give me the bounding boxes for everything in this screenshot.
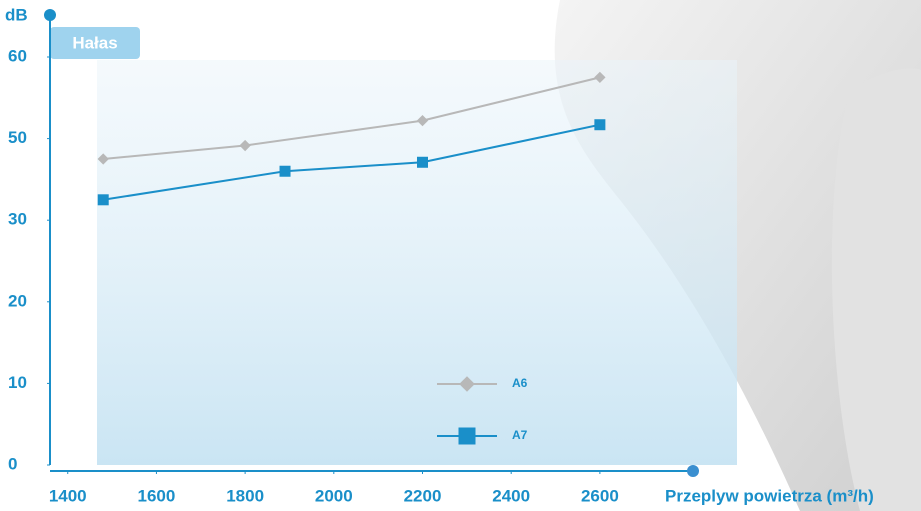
axis-dot (687, 465, 699, 477)
axis-dot (44, 9, 56, 21)
marker (279, 165, 291, 177)
x-tick-label: 1800 (226, 486, 264, 505)
y-tick-label: 50 (8, 128, 27, 147)
marker (97, 194, 109, 206)
legend-label: A7 (512, 428, 528, 442)
y-tick-label: 30 (8, 210, 27, 229)
line (103, 76, 601, 160)
y-tick-label: 60 (8, 46, 27, 65)
x-tick-label: 2200 (404, 486, 442, 505)
x-tick-label: 2400 (492, 486, 530, 505)
y-tick-label: 0 (8, 454, 17, 473)
badge (50, 27, 140, 59)
y-axis-label: dB (5, 5, 28, 24)
y-tick-label: 10 (8, 373, 27, 392)
legend-label: A6 (512, 376, 528, 390)
plot-panel (97, 60, 737, 465)
y-tick-label: 20 (8, 291, 27, 310)
legend-marker (458, 427, 476, 445)
plot: 0 10 20 30 50 60 1400 1600 1800 2000 2200 2400 2600 A… (8, 9, 699, 505)
x-tick-label: 1600 (138, 486, 176, 505)
marker (239, 139, 251, 152)
background-photo (831, 68, 921, 511)
marker (594, 119, 606, 131)
x-tick-label: 1400 (49, 486, 87, 505)
x-tick-label: 2000 (315, 486, 353, 505)
marker (416, 156, 428, 168)
x-tick-label: 2600 (581, 486, 619, 505)
x-axis-label: Przeplyw powietrza (m³/h) (665, 486, 874, 505)
badge-text: Hałas (72, 33, 117, 52)
line (103, 123, 601, 201)
